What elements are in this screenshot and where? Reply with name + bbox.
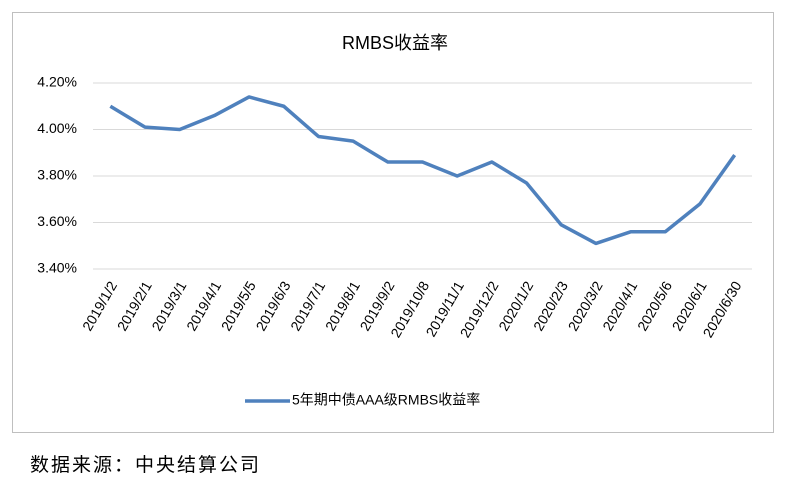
y-tick-label: 3.40% xyxy=(37,260,77,276)
y-tick-label: 4.20% xyxy=(37,74,77,90)
chart-title: RMBS收益率 xyxy=(342,33,448,53)
chart-frame xyxy=(12,12,774,433)
y-tick-label: 3.60% xyxy=(37,213,77,229)
y-tick-label: 4.00% xyxy=(37,120,77,136)
source-note: 数据来源：中央结算公司 xyxy=(30,454,261,476)
y-tick-label: 3.80% xyxy=(37,167,77,183)
series-line xyxy=(109,95,737,246)
legend-label: 5年期中债AAA级RMBS收益率 xyxy=(292,392,480,408)
